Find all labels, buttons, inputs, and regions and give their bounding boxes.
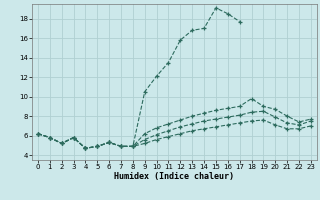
X-axis label: Humidex (Indice chaleur): Humidex (Indice chaleur) — [115, 172, 234, 181]
